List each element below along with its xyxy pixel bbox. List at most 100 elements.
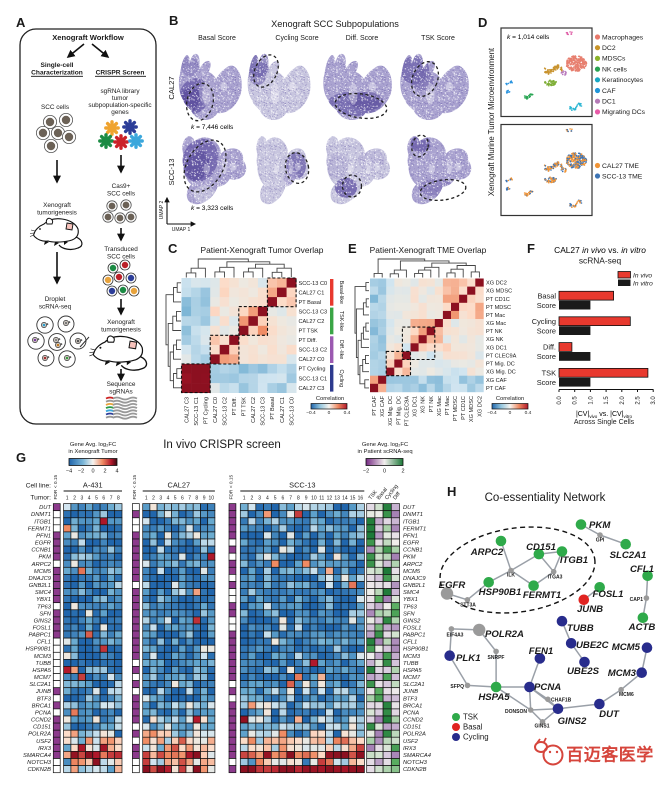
svg-text:PT Basal: PT Basal — [299, 300, 322, 306]
svg-text:tumor: tumor — [112, 95, 129, 102]
svg-text:SFPQ: SFPQ — [450, 684, 464, 690]
svg-text:MCM6: MCM6 — [619, 692, 634, 698]
svg-text:SFN: SFN — [403, 611, 415, 617]
svg-text:SMARCA4: SMARCA4 — [23, 753, 51, 759]
svg-text:9: 9 — [305, 496, 308, 502]
svg-text:FERMT1: FERMT1 — [523, 590, 561, 601]
svg-text:ILK: ILK — [507, 573, 515, 579]
svg-text:CAL27 C2: CAL27 C2 — [251, 397, 257, 423]
svg-text:XG DC1: XG DC1 — [486, 345, 507, 351]
svg-text:4: 4 — [266, 496, 269, 502]
svg-text:Xenograft SCC Subpopulations: Xenograft SCC Subpopulations — [271, 19, 399, 29]
svg-text:Diff.: Diff. — [543, 343, 556, 352]
svg-text:Migrating DCs: Migrating DCs — [602, 109, 646, 116]
svg-text:3: 3 — [159, 496, 162, 502]
svg-text:XG Mac: XG Mac — [486, 321, 506, 327]
svg-text:PKM: PKM — [589, 520, 611, 531]
svg-text:SCC-13: SCC-13 — [289, 481, 315, 490]
svg-text:PT Diff.: PT Diff. — [232, 397, 238, 416]
svg-text:TSK: TSK — [463, 713, 479, 722]
svg-text:CAP1: CAP1 — [630, 597, 644, 603]
svg-text:11: 11 — [319, 496, 324, 502]
svg-text:DNMT1: DNMT1 — [31, 512, 51, 518]
svg-text:PT CD1C: PT CD1C — [461, 396, 467, 420]
svg-text:CFL1: CFL1 — [630, 564, 654, 575]
svg-text:BTF3: BTF3 — [37, 696, 52, 702]
svg-text:Score: Score — [537, 326, 556, 335]
svg-text:PT Diff.: PT Diff. — [299, 338, 318, 344]
svg-text:SMC4: SMC4 — [403, 590, 419, 596]
svg-text:STT3A: STT3A — [460, 603, 476, 609]
svg-text:CAF: CAF — [602, 88, 616, 95]
svg-text:13: 13 — [334, 496, 340, 502]
svg-text:DNMT1: DNMT1 — [403, 512, 423, 518]
svg-text:1.0: 1.0 — [588, 396, 594, 405]
svg-text:MCM7: MCM7 — [403, 675, 421, 681]
svg-text:DNAJC9: DNAJC9 — [403, 576, 426, 582]
svg-text:Xenograft Workflow: Xenograft Workflow — [52, 33, 124, 42]
svg-text:PFN1: PFN1 — [403, 534, 418, 540]
svg-text:ARPC2: ARPC2 — [470, 547, 504, 558]
svg-text:CDKN2B: CDKN2B — [27, 767, 51, 773]
svg-text:FOSL1: FOSL1 — [593, 589, 624, 600]
svg-text:SMC4: SMC4 — [35, 590, 51, 596]
svg-text:Diff.-like: Diff.-like — [338, 340, 344, 359]
svg-text:in Patient scRNA-seq: in Patient scRNA-seq — [357, 449, 412, 455]
svg-text:CFL1: CFL1 — [37, 640, 51, 646]
svg-text:7: 7 — [188, 496, 191, 502]
svg-text:GINS2: GINS2 — [558, 716, 587, 727]
svg-text:CAL27 in vivo vs. in vitro: CAL27 in vivo vs. in vitro — [554, 245, 646, 255]
svg-text:In vivo CRISPR screen: In vivo CRISPR screen — [163, 439, 281, 451]
svg-text:14: 14 — [342, 496, 348, 502]
svg-text:NOTCH3: NOTCH3 — [403, 760, 428, 766]
svg-text:8: 8 — [117, 496, 120, 502]
svg-text:10: 10 — [209, 496, 215, 502]
svg-text:5: 5 — [174, 496, 177, 502]
svg-text:SCC-13 C2: SCC-13 C2 — [223, 397, 229, 426]
svg-text:Score: Score — [537, 378, 556, 387]
svg-text:DUT: DUT — [39, 505, 51, 511]
svg-text:−0.4: −0.4 — [306, 410, 316, 416]
svg-text:DONSON: DONSON — [505, 709, 527, 715]
svg-text:9: 9 — [203, 496, 206, 502]
svg-text:GINS2: GINS2 — [403, 618, 421, 624]
svg-text:6: 6 — [282, 496, 285, 502]
svg-text:SMARCA4: SMARCA4 — [403, 753, 431, 759]
svg-text:SCC-13 C3: SCC-13 C3 — [299, 309, 328, 315]
svg-text:DUT: DUT — [599, 709, 620, 720]
svg-text:MCM3: MCM3 — [34, 654, 52, 660]
svg-text:PT Cycling: PT Cycling — [203, 397, 209, 424]
svg-text:E: E — [348, 241, 357, 256]
svg-text:scRNA-seq: scRNA-seq — [579, 256, 622, 266]
svg-text:SFN: SFN — [39, 611, 51, 617]
svg-text:Xenograft: Xenograft — [107, 319, 135, 326]
svg-text:BTF3: BTF3 — [403, 696, 418, 702]
svg-text:FERMT1: FERMT1 — [403, 526, 426, 532]
svg-text:3: 3 — [258, 496, 261, 502]
svg-text:D: D — [478, 15, 487, 30]
svg-text:TUBB: TUBB — [36, 661, 52, 667]
svg-text:NK cells: NK cells — [602, 66, 628, 73]
svg-text:DC1: DC1 — [602, 99, 616, 106]
svg-text:PT CD1C: PT CD1C — [486, 297, 510, 303]
svg-text:1: 1 — [243, 496, 246, 502]
svg-text:|CV|vivo vs. |CV|vitro: |CV|vivo vs. |CV|vitro — [576, 411, 633, 419]
svg-text:JUNB: JUNB — [35, 689, 51, 695]
svg-text:UBE2C: UBE2C — [576, 640, 610, 651]
svg-text:XG NK: XG NK — [421, 396, 427, 414]
svg-text:GPI: GPI — [596, 538, 605, 544]
svg-text:TSK: TSK — [542, 368, 556, 377]
svg-text:FOSL1: FOSL1 — [33, 626, 51, 632]
svg-text:MCM5: MCM5 — [34, 569, 52, 575]
svg-text:CAL27 C0: CAL27 C0 — [213, 397, 219, 423]
svg-text:CAL27 C3: CAL27 C3 — [299, 386, 325, 392]
svg-text:PCNA: PCNA — [35, 711, 51, 717]
svg-text:FEN1: FEN1 — [529, 646, 554, 657]
svg-text:0: 0 — [91, 469, 94, 475]
svg-text:Single-cell: Single-cell — [41, 62, 74, 69]
svg-text:tumorigenesis: tumorigenesis — [101, 327, 141, 334]
svg-text:XG Mig. DC: XG Mig. DC — [486, 370, 516, 376]
svg-text:Correlation: Correlation — [316, 396, 344, 402]
svg-text:CD151: CD151 — [403, 725, 421, 731]
svg-text:subpopulation-specific: subpopulation-specific — [88, 102, 152, 109]
